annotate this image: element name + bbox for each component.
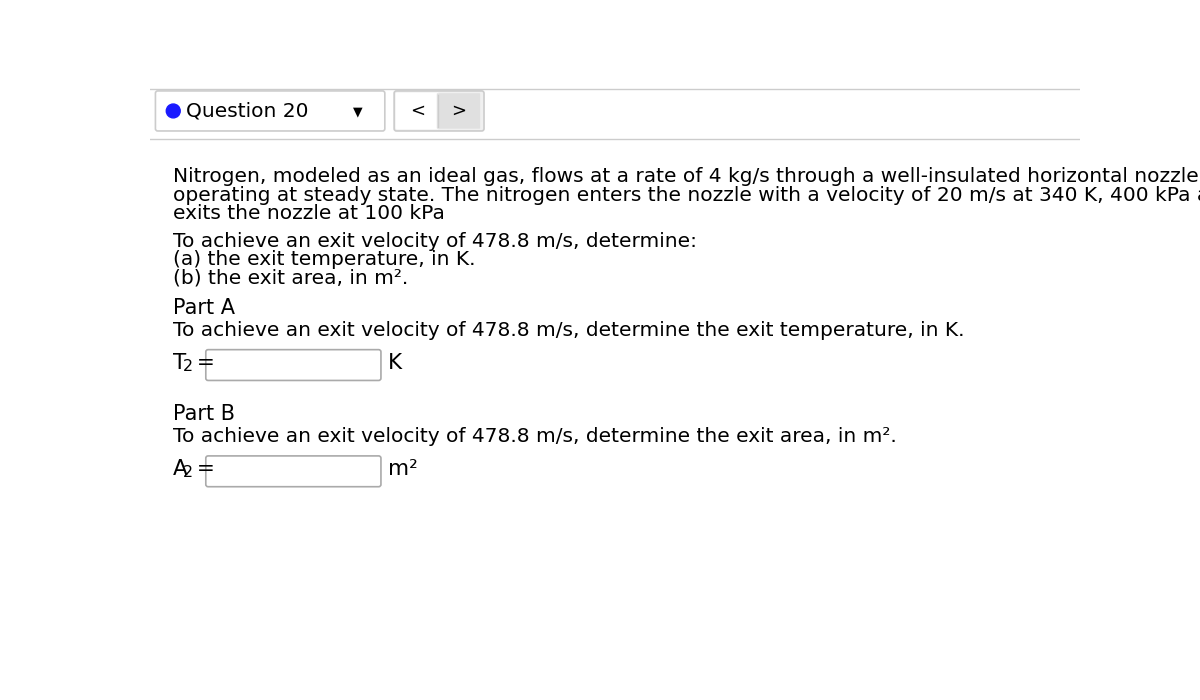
FancyBboxPatch shape — [437, 93, 480, 129]
Text: 2: 2 — [184, 466, 193, 480]
Text: A: A — [173, 459, 188, 479]
Text: m²: m² — [388, 459, 418, 479]
Text: Part B: Part B — [173, 405, 235, 424]
Text: (a) the exit temperature, in K.: (a) the exit temperature, in K. — [173, 251, 475, 270]
Text: =: = — [191, 353, 215, 372]
Text: Question 20: Question 20 — [186, 102, 308, 120]
Bar — [438, 94, 480, 128]
FancyBboxPatch shape — [396, 92, 439, 130]
Circle shape — [167, 104, 180, 118]
Text: To achieve an exit velocity of 478.8 m/s, determine the exit temperature, in K.: To achieve an exit velocity of 478.8 m/s… — [173, 321, 965, 340]
Text: operating at steady state. The nitrogen enters the nozzle with a velocity of 20 : operating at steady state. The nitrogen … — [173, 186, 1200, 204]
FancyBboxPatch shape — [206, 350, 380, 381]
Text: To achieve an exit velocity of 478.8 m/s, determine the exit area, in m².: To achieve an exit velocity of 478.8 m/s… — [173, 428, 898, 447]
Text: Nitrogen, modeled as an ideal gas, flows at a rate of 4 kg/s through a well-insu: Nitrogen, modeled as an ideal gas, flows… — [173, 167, 1199, 186]
Text: <: < — [410, 102, 425, 120]
Text: Part A: Part A — [173, 298, 235, 318]
Text: exits the nozzle at 100 kPa: exits the nozzle at 100 kPa — [173, 204, 445, 223]
Text: =: = — [191, 459, 215, 479]
FancyBboxPatch shape — [156, 91, 385, 131]
Text: (b) the exit area, in m².: (b) the exit area, in m². — [173, 269, 408, 288]
Text: T: T — [173, 353, 186, 372]
FancyBboxPatch shape — [206, 456, 380, 486]
Text: K: K — [388, 353, 402, 372]
Text: ▼: ▼ — [353, 105, 362, 118]
FancyBboxPatch shape — [394, 91, 484, 131]
Text: 2: 2 — [184, 359, 193, 374]
Text: To achieve an exit velocity of 478.8 m/s, determine:: To achieve an exit velocity of 478.8 m/s… — [173, 232, 697, 251]
Text: >: > — [451, 102, 466, 120]
